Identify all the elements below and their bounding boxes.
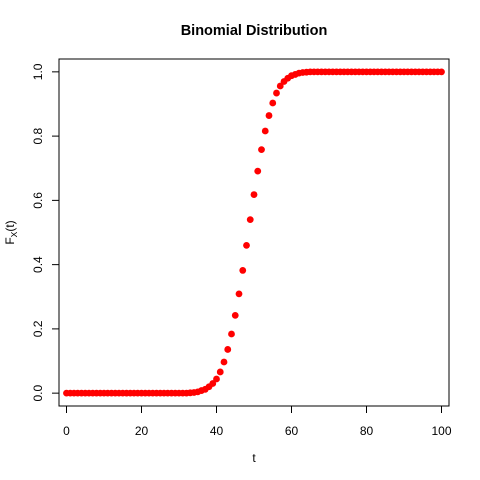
y-tick-label: 0.0 — [31, 384, 45, 401]
data-point — [261, 127, 269, 135]
y-tick-label: 0.2 — [31, 320, 45, 337]
y-axis-label: FX(t) — [3, 220, 19, 244]
y-tick-label: 0.8 — [31, 127, 45, 144]
data-point — [265, 112, 273, 119]
x-tick-label: 100 — [431, 424, 451, 438]
x-tick-label: 60 — [285, 424, 299, 438]
data-point — [220, 358, 228, 366]
chart-title: Binomial Distribution — [181, 23, 328, 39]
plot-area — [63, 68, 445, 397]
data-point — [239, 267, 247, 274]
y-tick-label: 0.4 — [31, 256, 45, 273]
y-tick-label: 0.6 — [31, 192, 45, 209]
x-tick-label: 0 — [63, 424, 70, 438]
data-point — [273, 89, 280, 97]
x-tick-label: 40 — [210, 424, 224, 438]
y-tick-label: 1.0 — [31, 63, 45, 80]
data-point — [254, 167, 262, 175]
x-axis: 0 20 40 60 80 100 — [63, 405, 452, 438]
x-axis-label: t — [252, 451, 256, 465]
data-point — [209, 380, 217, 387]
data-point — [250, 191, 258, 198]
data-point — [438, 68, 445, 76]
data-point — [216, 368, 224, 376]
data-point — [269, 99, 277, 107]
data-point — [224, 346, 232, 353]
y-axis: 0.0 0.2 0.4 0.6 0.8 1.0 — [31, 63, 60, 401]
data-point — [276, 82, 284, 90]
data-point — [213, 375, 220, 383]
x-tick-label: 80 — [360, 424, 374, 438]
data-point — [246, 216, 254, 224]
data-point — [235, 290, 243, 298]
data-point — [258, 146, 265, 154]
data-point — [228, 330, 235, 338]
data-point — [231, 311, 239, 319]
data-point — [243, 241, 250, 249]
x-tick-label: 20 — [135, 424, 149, 438]
